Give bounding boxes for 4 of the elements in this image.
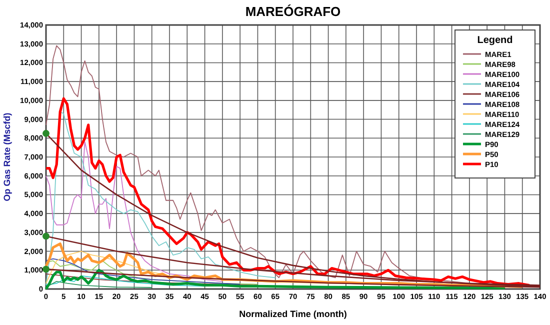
x-axis-title: Normalized Time (month) <box>239 309 347 319</box>
legend-title: Legend <box>477 35 513 46</box>
y-axis-title: Op Gas Rate (Mscfd) <box>2 112 12 202</box>
chart-title: MAREÓGRAFO <box>245 4 341 19</box>
